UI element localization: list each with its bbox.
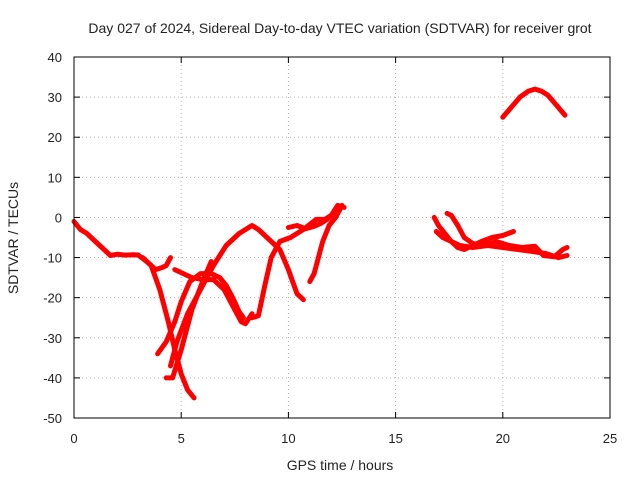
y-tick-label-2: -30 bbox=[43, 331, 62, 346]
series-line-arc-10 bbox=[431, 214, 516, 252]
y-axis-label: SDTVAR / TECUs bbox=[5, 182, 21, 294]
axis-ticks: 0 5 10 15 20 25 -50 -40 -30 -20 -10 0 10 20 30 40 bbox=[43, 50, 617, 446]
series-line-arc-8 bbox=[285, 206, 343, 232]
y-tick-label-6: 10 bbox=[48, 170, 62, 185]
series-line-arc-12 bbox=[444, 210, 570, 260]
y-tick-label-5: 0 bbox=[55, 210, 62, 225]
series-group bbox=[71, 86, 570, 401]
y-tick-label-3: -20 bbox=[43, 291, 62, 306]
series-line-arc-3 bbox=[172, 267, 255, 327]
x-tick-label-3: 15 bbox=[388, 431, 402, 446]
chart-title: Day 027 of 2024, Sidereal Day-to-day VTE… bbox=[88, 20, 591, 36]
y-tick-label-7: 20 bbox=[48, 130, 62, 145]
series-line-arc-13 bbox=[500, 86, 568, 120]
series-line-arc-6 bbox=[168, 223, 306, 369]
plot-frame bbox=[73, 56, 611, 419]
y-tick-label-4: -10 bbox=[43, 251, 62, 266]
y-tick-label-0: -50 bbox=[43, 411, 62, 426]
x-tick-label-4: 20 bbox=[496, 431, 510, 446]
x-tick-label-0: 0 bbox=[70, 431, 77, 446]
x-tick-label-5: 25 bbox=[603, 431, 617, 446]
series-line-arc-4 bbox=[140, 255, 197, 401]
x-axis-label: GPS time / hours bbox=[287, 457, 394, 473]
y-tick-label-8: 30 bbox=[48, 90, 62, 105]
x-tick-label-1: 5 bbox=[178, 431, 185, 446]
x-tick-label-2: 10 bbox=[281, 431, 295, 446]
y-tick-label-9: 40 bbox=[48, 50, 62, 65]
y-tick-label-1: -40 bbox=[43, 371, 62, 386]
series-line-arc-9 bbox=[307, 202, 345, 285]
series-line-arc-1 bbox=[71, 219, 173, 273]
grid bbox=[74, 57, 610, 418]
